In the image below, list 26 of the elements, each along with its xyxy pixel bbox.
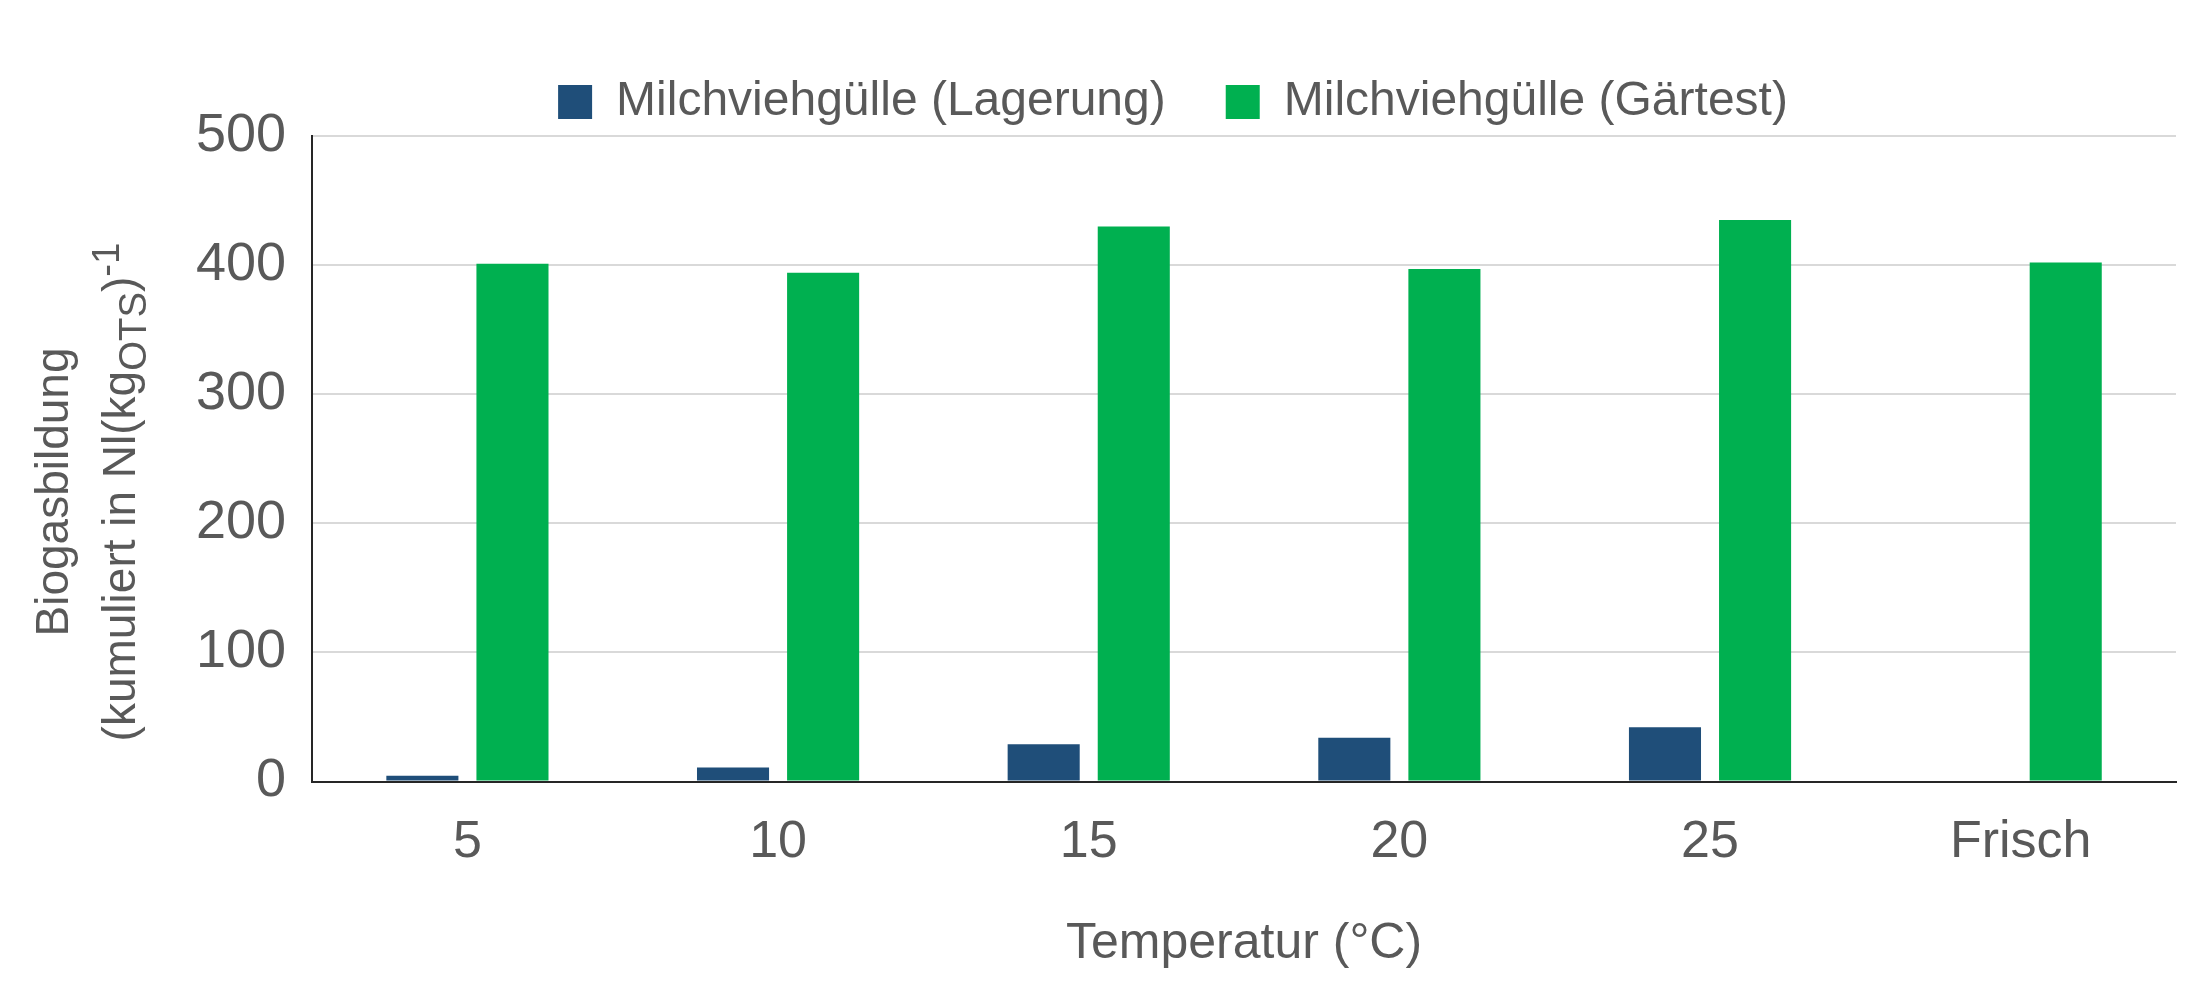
y-tick-label: 100 <box>195 618 287 679</box>
bar <box>696 767 770 781</box>
x-tick-label: 5 <box>452 810 482 869</box>
bar <box>1719 219 1792 781</box>
y-tick-label: 400 <box>195 231 287 292</box>
legend-label: Milchviehgülle (Gärtest) <box>1283 72 1788 126</box>
bar <box>1007 744 1080 781</box>
bar <box>1097 226 1170 781</box>
y-tick-label: 500 <box>195 101 287 162</box>
bar <box>1408 268 1481 781</box>
bar <box>1318 737 1391 781</box>
x-tick-label: 25 <box>1681 810 1739 869</box>
y-tick-label: 200 <box>195 489 287 550</box>
x-tick-label: 15 <box>1059 810 1118 869</box>
x-tick-label: 20 <box>1370 810 1429 869</box>
x-tick-label: 10 <box>749 810 807 869</box>
bar <box>1628 727 1702 781</box>
bar <box>476 263 549 781</box>
x-axis-title: Temperatur (°C) <box>1065 912 1423 969</box>
x-tick-label: Frisch <box>1949 810 2092 869</box>
y-tick-label: 0 <box>256 747 287 808</box>
bar <box>787 272 860 781</box>
bar <box>2029 262 2102 781</box>
legend-label: Milchviehgülle (Lagerung) <box>616 72 1166 126</box>
y-tick-label: 300 <box>195 360 287 421</box>
bar <box>386 775 459 781</box>
